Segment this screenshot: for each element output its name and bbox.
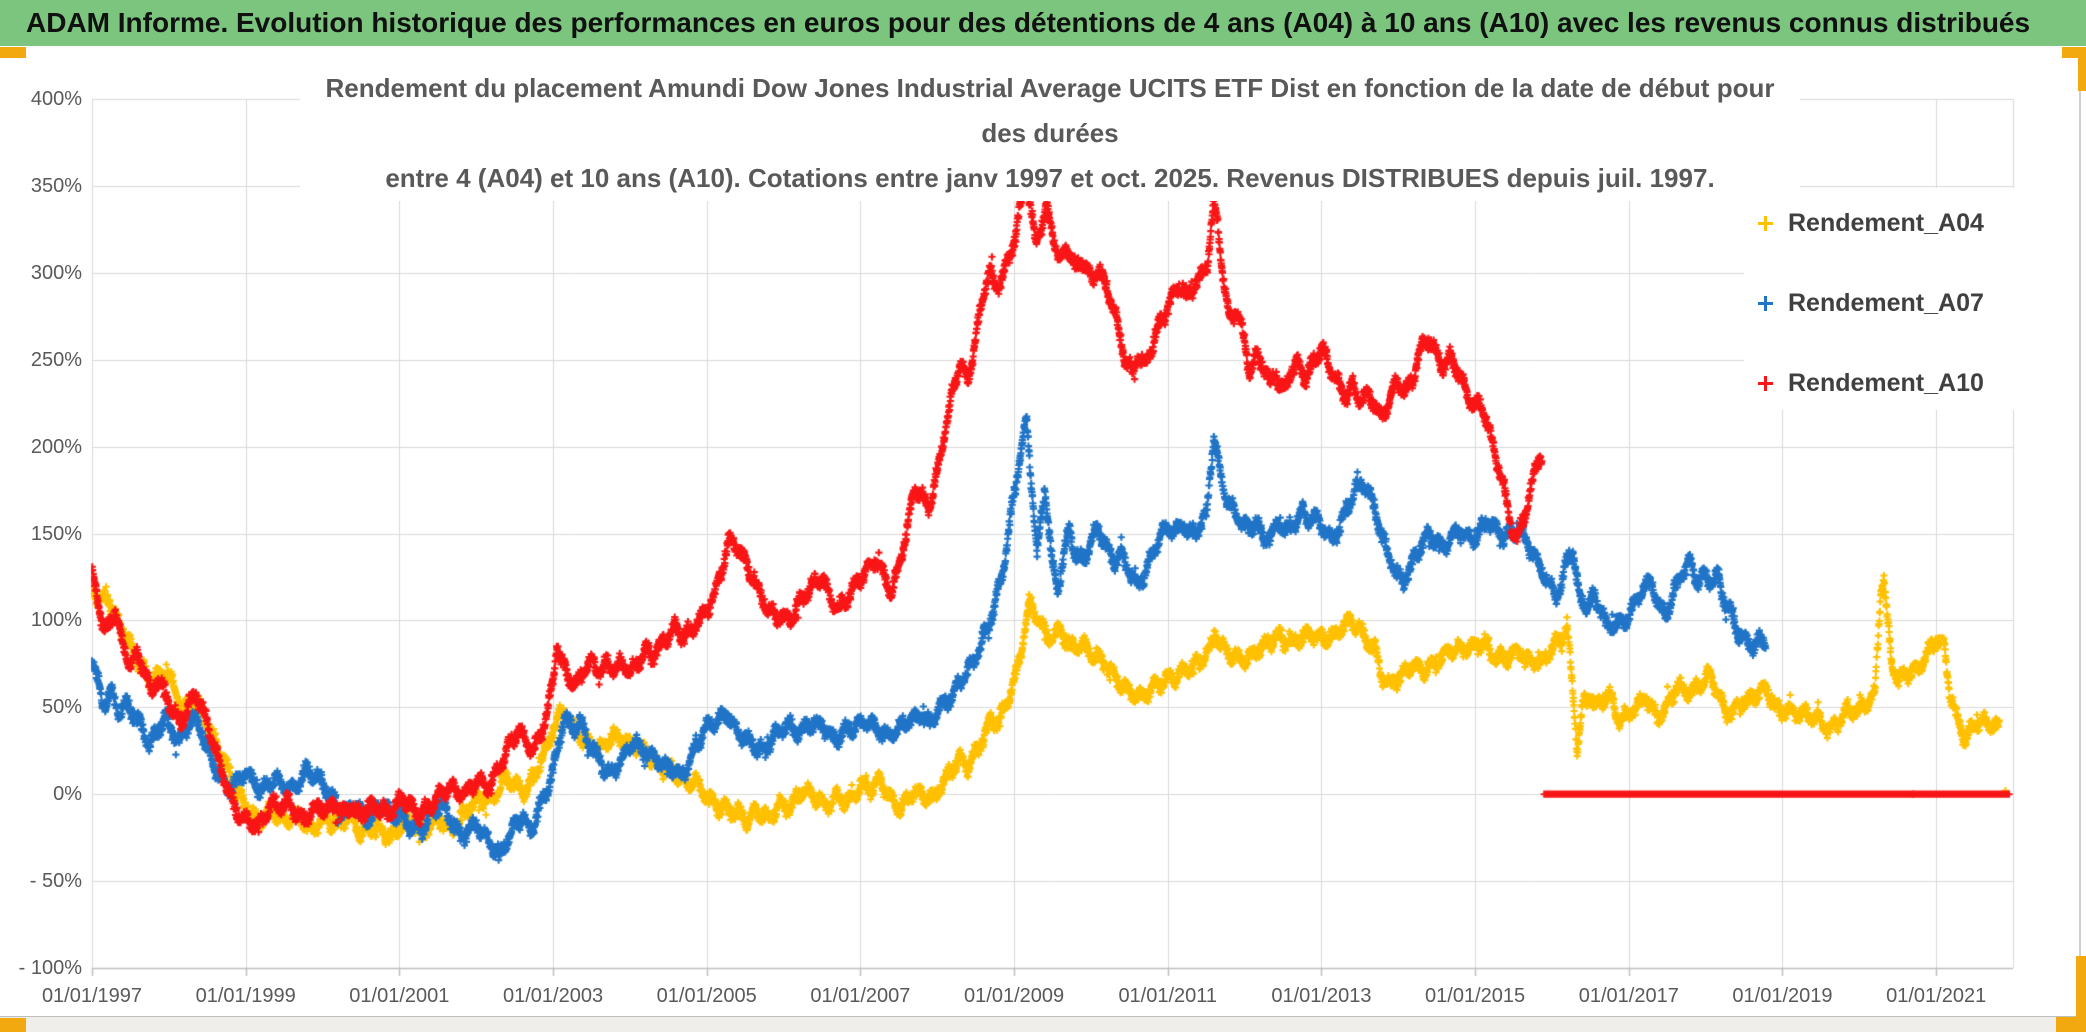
x-axis-tick-label: 01/01/2005 <box>656 985 757 1007</box>
x-axis-tick-label: 01/01/2009 <box>964 985 1065 1007</box>
window-right-border <box>2079 58 2081 1016</box>
legend-label: Rendement_A04 <box>1788 208 1984 237</box>
plus-marker-icon <box>1758 295 1773 311</box>
legend-item-rendement-a04[interactable]: Rendement_A04 <box>1758 204 1984 242</box>
accent-corner-top-right <box>2062 47 2086 58</box>
plus-marker-icon <box>1758 215 1773 231</box>
x-axis-tick-label: 01/01/2015 <box>1425 985 1526 1007</box>
x-axis-tick-label: 01/01/2007 <box>810 985 911 1007</box>
y-axis-tick-label: 150% <box>30 522 82 545</box>
chart-subtitle-line1: Rendement du placement Amundi Dow Jones … <box>325 73 1775 148</box>
x-axis-tick-label: 01/01/2017 <box>1578 985 1679 1007</box>
chart-legend: Rendement_A04 Rendement_A07 Rendement_A1… <box>1744 188 2016 410</box>
legend-label: Rendement_A07 <box>1788 288 1984 317</box>
y-axis-tick-label: 400% <box>30 88 82 110</box>
chart-subtitle: Rendement du placement Amundi Dow Jones … <box>300 66 1800 201</box>
x-axis-tick-label: 01/01/2003 <box>502 985 604 1007</box>
x-axis-tick-label: 01/01/2019 <box>1732 985 1833 1007</box>
y-axis-tick-label: - 50% <box>29 870 82 893</box>
accent-corner-top-right-vertical <box>2078 47 2086 91</box>
y-axis-tick-label: - 100% <box>18 957 82 979</box>
y-axis-tick-label: 50% <box>41 696 82 719</box>
accent-corner-bottom-right <box>2056 1017 2086 1032</box>
x-axis-tick-label: 01/01/2021 <box>1886 985 1987 1007</box>
accent-corner-top-left <box>0 47 26 58</box>
plus-marker-icon <box>1758 375 1773 391</box>
x-axis-tick-label: 01/01/2011 <box>1118 985 1218 1007</box>
accent-corner-bottom-left <box>0 1018 26 1032</box>
accent-corner-bottom-right-vertical <box>2076 956 2086 1032</box>
legend-item-rendement-a07[interactable]: Rendement_A07 <box>1758 284 1984 322</box>
x-axis-tick-label: 01/01/1997 <box>41 985 143 1007</box>
y-axis-tick-label: 0% <box>53 783 82 806</box>
chart-subtitle-line2: entre 4 (A04) et 10 ans (A10). Cotations… <box>385 163 1715 193</box>
window-bottom-strip <box>0 1016 2086 1032</box>
x-axis-tick-label: 01/01/2001 <box>349 985 450 1007</box>
y-axis-tick-label: 250% <box>30 348 82 371</box>
y-axis-tick-label: 200% <box>30 435 82 458</box>
y-axis-tick-label: 300% <box>30 261 82 284</box>
y-axis-tick-label: 350% <box>30 174 82 197</box>
legend-item-rendement-a10[interactable]: Rendement_A10 <box>1758 364 1984 402</box>
x-axis-tick-label: 01/01/2013 <box>1271 985 1372 1007</box>
x-axis-tick-label: 01/01/1999 <box>195 985 296 1007</box>
legend-label: Rendement_A10 <box>1788 368 1984 397</box>
y-axis-tick-label: 100% <box>30 609 82 632</box>
